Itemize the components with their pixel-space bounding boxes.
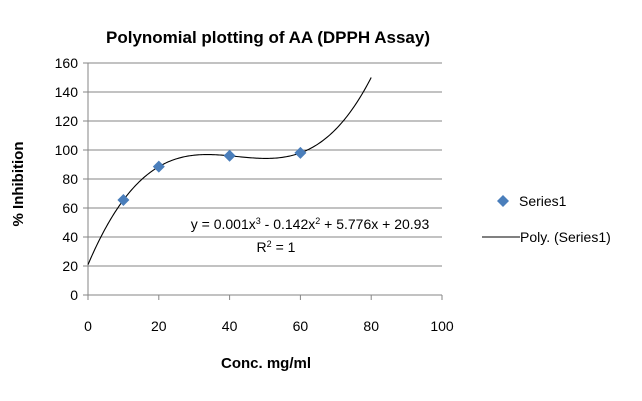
y-tick-label-40: 40	[62, 229, 78, 245]
y-tick-label-0: 0	[70, 287, 78, 303]
legend-label-trendline: Poly. (Series1)	[520, 229, 611, 245]
chart-title: Polynomial plotting of AA (DPPH Assay)	[106, 28, 430, 47]
x-tick-label-100: 100	[430, 318, 454, 334]
x-tick-label-80: 80	[363, 318, 379, 334]
legend: Series1 Poly. (Series1)	[482, 193, 611, 245]
y-tick-label-80: 80	[62, 171, 78, 187]
y-axis-title: % Inhibition	[10, 142, 27, 227]
x-tick-label-60: 60	[293, 318, 309, 334]
axes	[83, 62, 443, 300]
y-tick-label-100: 100	[55, 142, 79, 158]
x-tick-label-40: 40	[222, 318, 238, 334]
y-tick-label-20: 20	[62, 258, 78, 274]
equation-sup-3: 3	[256, 216, 261, 226]
x-axis-title: Conc. mg/ml	[221, 355, 311, 372]
r2-part-a: R	[257, 239, 267, 255]
legend-label-series1: Series1	[519, 193, 567, 209]
r2-part-b: = 1	[272, 239, 296, 255]
y-tick-label-120: 120	[55, 113, 79, 129]
y-tick-label-140: 140	[55, 84, 79, 100]
r-squared: R2 = 1	[257, 239, 296, 255]
x-tick-labels: 0 20 40 60 80 100	[84, 318, 454, 334]
trendline-equation: y = 0.001x3 - 0.142x2 + 5.776x + 20.93	[191, 216, 430, 232]
equation-part-a: y = 0.001x	[191, 216, 256, 232]
equation-part-b: - 0.142x	[261, 216, 315, 232]
y-tick-label-160: 160	[55, 55, 79, 71]
data-point-40	[223, 149, 236, 162]
y-tick-labels: 0 20 40 60 80 100 120 140 160	[55, 55, 79, 303]
equation-sup-2: 2	[315, 216, 320, 226]
x-tick-label-0: 0	[84, 318, 92, 334]
r2-sup: 2	[267, 239, 272, 249]
data-point-10	[117, 194, 130, 207]
gridlines	[88, 62, 442, 267]
legend-marker-series1	[497, 195, 509, 207]
equation-part-c: + 5.776x + 20.93	[320, 216, 429, 232]
data-point-20	[152, 160, 165, 173]
x-tick-label-20: 20	[151, 318, 167, 334]
y-tick-label-60: 60	[62, 200, 78, 216]
series1-points	[117, 146, 307, 207]
data-point-60	[294, 146, 307, 159]
